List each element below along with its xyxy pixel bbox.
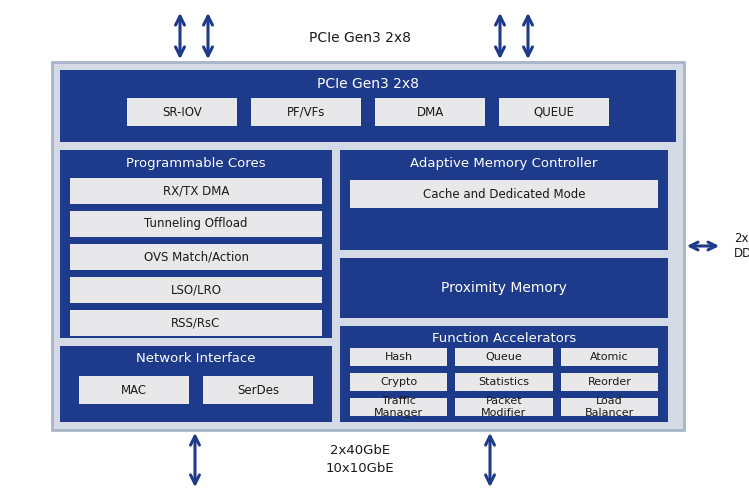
Text: 2x40GbE: 2x40GbE [330,444,390,458]
Bar [499,98,609,126]
Bar [561,398,658,416]
Text: Cache and Dedicated Mode: Cache and Dedicated Mode [422,188,585,200]
Bar [60,346,332,422]
Text: PCIe Gen3 2x8: PCIe Gen3 2x8 [317,77,419,91]
Bar [127,98,237,126]
Text: Statistics: Statistics [479,377,530,387]
Text: Hash: Hash [384,352,413,362]
Bar [340,258,668,318]
Text: Network Interface: Network Interface [136,352,255,366]
Text: RX/TX DMA: RX/TX DMA [163,184,229,198]
Bar [561,348,658,366]
Text: Proximity Memory: Proximity Memory [441,281,567,295]
Text: RSS/RsC: RSS/RsC [172,316,221,330]
Bar [70,211,322,237]
Bar [60,70,676,142]
Bar [561,373,658,391]
Text: Load
Balancer: Load Balancer [585,396,634,418]
Text: 10x10GbE: 10x10GbE [326,462,394,475]
Bar [340,150,668,250]
Bar [60,150,332,338]
Text: Traffic
Manager: Traffic Manager [374,396,423,418]
Bar [70,277,322,303]
Text: 2x32-bit
DDR3: 2x32-bit DDR3 [734,232,749,260]
Text: DMA: DMA [416,106,443,118]
Text: Atomic: Atomic [590,352,628,362]
Text: Crypto: Crypto [380,377,417,387]
Text: Programmable Cores: Programmable Cores [126,156,266,170]
Bar [52,62,684,430]
Bar [203,376,313,404]
Text: MAC: MAC [121,384,147,396]
Bar [455,348,553,366]
Text: SR-IOV: SR-IOV [162,106,202,118]
Text: OVS Match/Action: OVS Match/Action [144,250,249,264]
Text: Function Accelerators: Function Accelerators [432,332,576,345]
Bar [455,373,553,391]
Bar [79,376,189,404]
Bar [70,310,322,336]
Text: Reorder: Reorder [587,377,631,387]
Bar [70,244,322,270]
Text: SerDes: SerDes [237,384,279,396]
Text: PF/VFs: PF/VFs [287,106,325,118]
Bar [251,98,361,126]
Text: PCIe Gen3 2x8: PCIe Gen3 2x8 [309,31,411,45]
Text: Tunneling Offload: Tunneling Offload [145,218,248,230]
Bar [350,398,447,416]
Bar [70,178,322,204]
Text: Adaptive Memory Controller: Adaptive Memory Controller [410,156,598,170]
Bar [350,348,447,366]
Bar [350,180,658,208]
Text: LSO/LRO: LSO/LRO [171,284,222,296]
Bar [350,373,447,391]
Bar [375,98,485,126]
Text: QUEUE: QUEUE [533,106,574,118]
Text: Packet
Modifier: Packet Modifier [482,396,527,418]
Bar [455,398,553,416]
Bar [340,326,668,422]
Text: Queue: Queue [485,352,522,362]
